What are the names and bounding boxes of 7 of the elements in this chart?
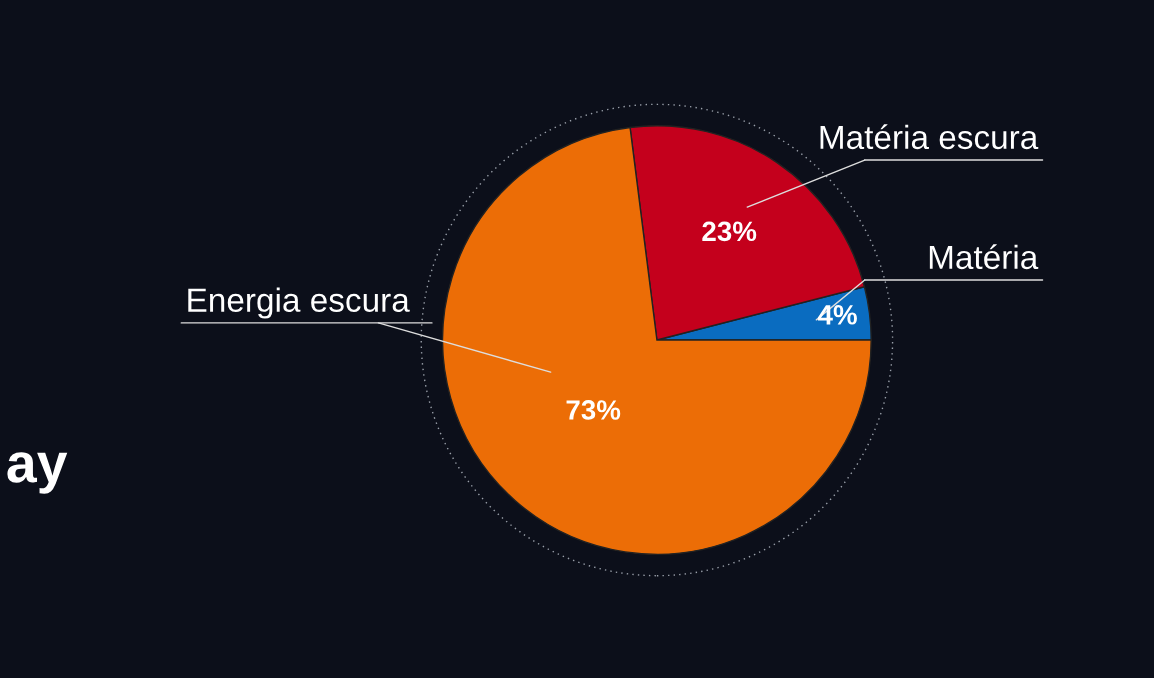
data-label: 73% [566, 400, 621, 420]
text: ay [7, 452, 68, 494]
slice-label: Energia escura [188, 287, 410, 319]
data-label: 4% [817, 305, 857, 325]
slice-label: Matéria [929, 244, 1039, 270]
data-label: 23% [702, 221, 757, 242]
slice-label: Matéria escura [820, 124, 1039, 150]
